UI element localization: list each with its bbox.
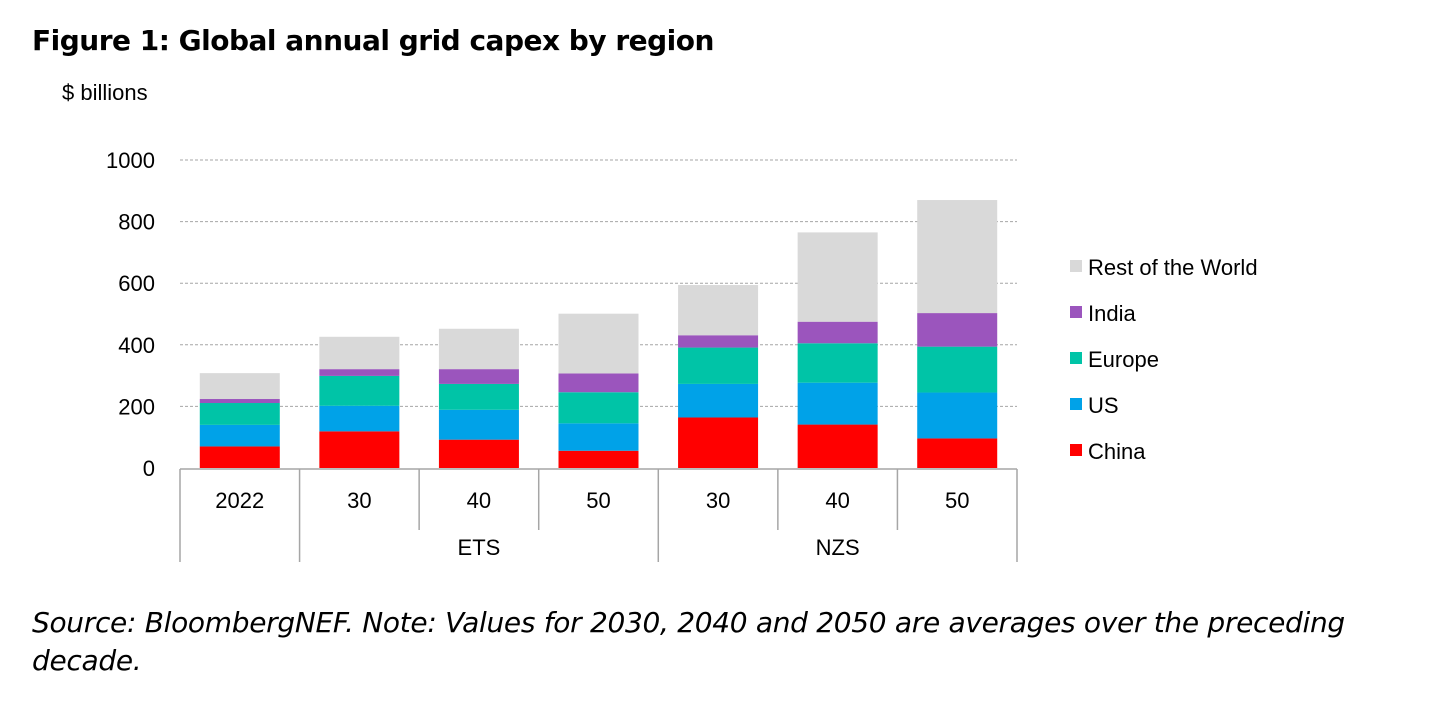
bar-segment-us [319,405,400,432]
bar-segment-india [438,369,519,384]
x-tick-label: 40 [825,488,849,513]
legend-label: US [1088,393,1119,418]
bar-segment-us [558,423,639,451]
bar-segment-india [917,313,998,347]
stacked-bar-chart: 0 200 400 600 800 1000 2022 30 40 50 30 40 50 ETS NZS R… [106,148,1258,562]
bar-segment-rest-of-the-world [438,328,519,370]
bar-segment-china [797,424,878,468]
bar-segment-us [678,383,759,418]
bar-segment-europe [319,375,400,406]
legend-label: India [1088,301,1136,326]
x-tick-label: 50 [586,488,610,513]
legend-label: Rest of the World [1088,255,1258,280]
bar-segment-rest-of-the-world [319,336,400,370]
x-tick-label: 50 [945,488,969,513]
bar-segment-india [319,369,400,376]
legend-swatch [1070,306,1082,318]
bar-segment-us [917,392,998,439]
x-tick-label: 2022 [215,488,264,513]
y-tick-label: 400 [118,333,155,358]
bar-segment-europe [797,343,878,383]
bar-segment-europe [438,383,519,410]
bar-segment-us [797,382,878,425]
bar-segment-rest-of-the-world [797,232,878,322]
bar-segment-china [678,417,759,468]
bar-segment-china [917,438,998,468]
bar-segment-us [199,424,280,447]
bar-segment-india [558,373,639,393]
legend-swatch [1070,352,1082,364]
bar-segment-rest-of-the-world [199,373,280,400]
legend-label: China [1088,439,1146,464]
source-note: Source: BloombergNEF. Note: Values for 2… [32,606,1345,677]
bar-segment-china [319,431,400,468]
x-tick-label: 30 [347,488,371,513]
bar-segment-us [438,409,519,440]
y-axis-label: $ billions [62,80,148,105]
y-tick-label: 1000 [106,148,155,173]
bar-segment-rest-of-the-world [558,313,639,374]
bar-segment-india [797,321,878,344]
x-tick-label: 40 [467,488,491,513]
x-tick-label: 30 [706,488,730,513]
bar-segment-india [678,335,759,348]
legend-swatch [1070,260,1082,272]
legend-label: Europe [1088,347,1159,372]
x-group-label: NZS [816,535,860,560]
bar-segment-europe [678,347,759,384]
x-group-label: ETS [458,535,501,560]
y-tick-label: 800 [118,210,155,235]
chart-title: Figure 1: Global annual grid capex by re… [32,24,714,57]
bar-segment-rest-of-the-world [678,285,759,336]
legend-swatch [1070,444,1082,456]
bar-segment-china [438,439,519,468]
bar-segment-china [199,446,280,468]
bar-segment-rest-of-the-world [917,200,998,314]
bar-segment-china [558,450,639,468]
y-tick-label: 200 [118,394,155,419]
y-tick-label: 600 [118,271,155,296]
bar-segment-india [199,399,280,404]
legend-swatch [1070,398,1082,410]
bar-segment-europe [917,346,998,393]
y-tick-label: 0 [143,456,155,481]
bar-segment-europe [199,403,280,425]
bar-segment-europe [558,392,639,424]
